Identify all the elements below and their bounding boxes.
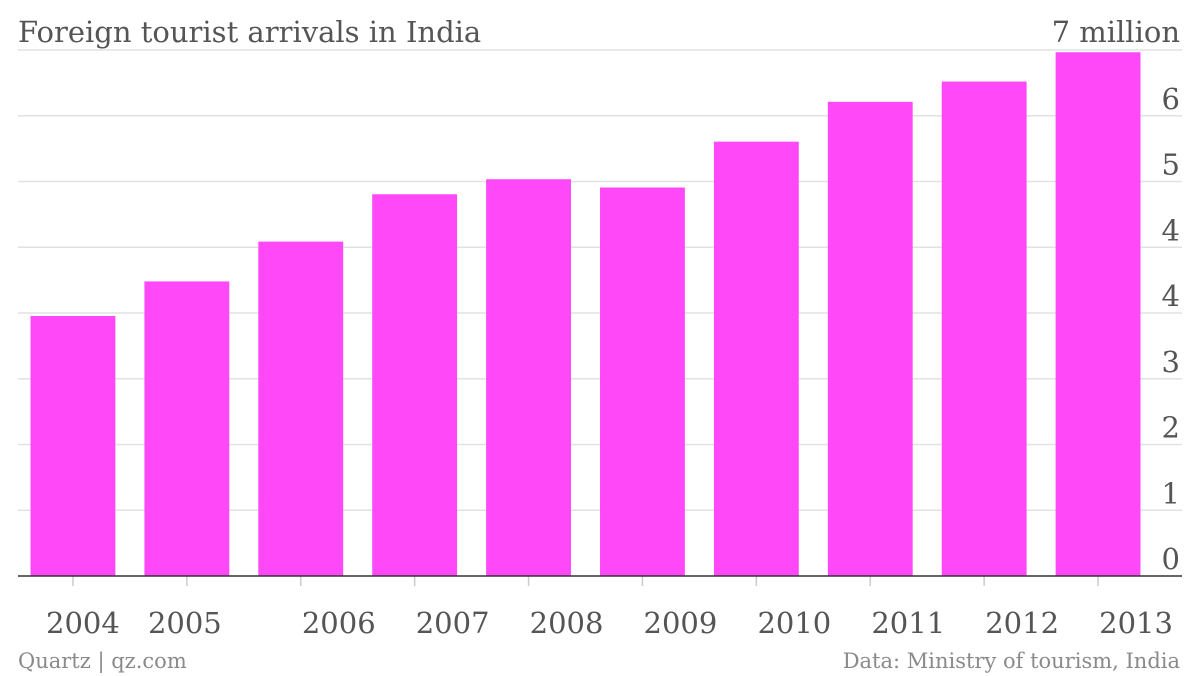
bar-2008 [486,179,571,576]
y-axis-unit-label: 7 million [1052,15,1180,49]
bar-2004 [30,316,116,576]
bars [30,52,1141,577]
y-tick-label: 4 [1162,213,1180,247]
footer-source-left: Quartz | qz.com [18,649,187,674]
bar-2007 [372,194,458,576]
x-tick-label: 2010 [757,606,831,640]
x-tick-label: 2007 [416,606,490,640]
bar-2011 [827,101,913,576]
bar-2010 [713,141,799,576]
x-tick-label: 2006 [302,606,376,640]
bar-2013 [1055,52,1141,577]
y-tick-label: 4 [1162,279,1180,313]
y-tick-label: 6 [1162,82,1180,116]
y-axis-ticks: 0 1 2 3 4 4 5 6 [1162,82,1180,576]
y-tick-label: 0 [1162,542,1180,576]
x-tick-label: 2009 [644,606,718,640]
x-tick-label: 2012 [985,606,1059,640]
x-tick-label: 2011 [871,606,945,640]
bar-2012 [941,81,1027,576]
y-tick-label: 3 [1162,345,1180,379]
y-tick-label: 2 [1162,411,1180,445]
x-tick-label: 2004 [46,606,120,640]
x-tick-label: 2013 [1099,606,1173,640]
x-axis-ticks: 2004 2005 2006 2007 2008 2009 2010 2011 2012 2013 [46,576,1173,640]
y-tick-label: 5 [1162,148,1180,182]
bar-2009 [600,187,685,577]
footer-source-right: Data: Ministry of tourism, India [843,649,1180,673]
y-tick-label: 1 [1162,476,1180,510]
bar-2005 [144,281,230,576]
x-tick-label: 2005 [148,606,222,640]
chart-title: Foreign tourist arrivals in India [18,15,481,49]
bar-2006 [258,241,344,576]
x-tick-label: 2008 [530,606,604,640]
